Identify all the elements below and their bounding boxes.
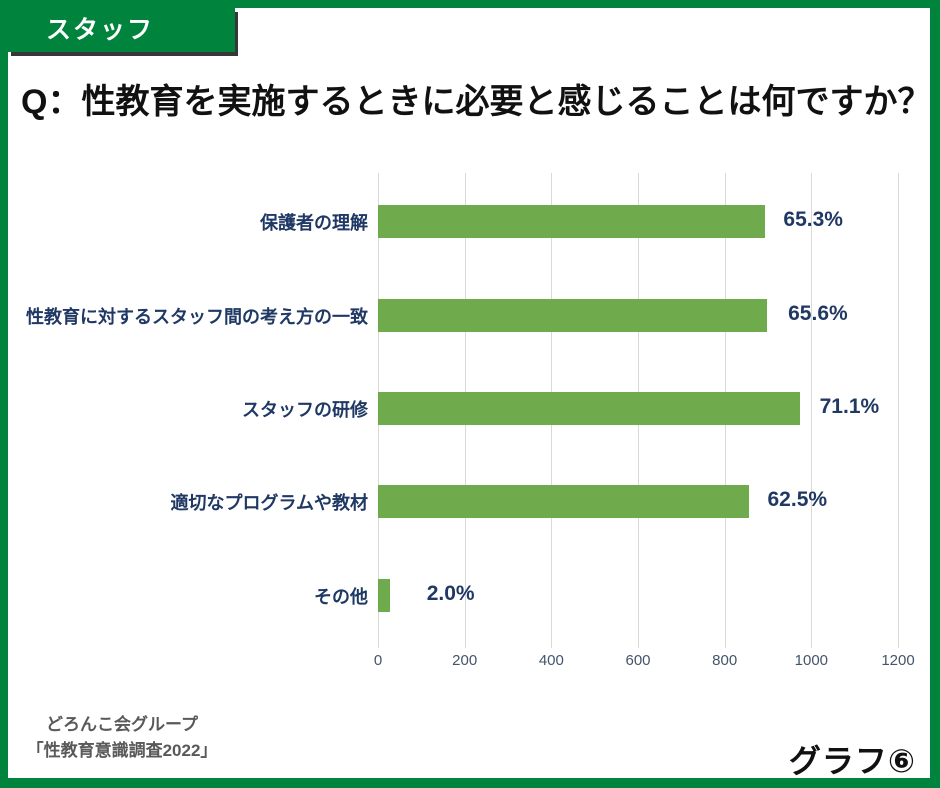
x-tick-label-600: 600 <box>625 652 651 669</box>
gridline-x-1000 <box>811 173 813 648</box>
category-badge-label: スタッフ <box>46 16 155 44</box>
category-label-1: 保護者の理解 <box>260 213 368 233</box>
source-line-1: どろんこ会グループ <box>46 715 198 734</box>
x-tick-label-200: 200 <box>452 652 478 669</box>
category-label-5: その他 <box>314 587 368 607</box>
bar-3 <box>378 391 800 425</box>
x-tick-label-800: 800 <box>712 652 738 669</box>
value-label-4: 62.5% <box>767 488 828 511</box>
source-attribution: どろんこ会グループ 「性教育意識調査2022」 <box>22 712 222 764</box>
category-badge: スタッフ <box>8 8 235 52</box>
value-label-1: 65.3% <box>783 208 843 231</box>
category-label-2: 性教育に対するスタッフ間の考え方の一致 <box>26 307 368 327</box>
x-tick-label-0: 0 <box>373 652 383 669</box>
x-tick-label-1000: 1000 <box>794 652 829 669</box>
bar-4 <box>378 484 749 518</box>
x-tick-label-400: 400 <box>538 652 564 669</box>
category-label-4: 適切なプログラムや教材 <box>170 493 368 513</box>
source-line-2: 「性教育意識調査2022」 <box>26 741 218 760</box>
x-tick-label-1200: 1200 <box>881 652 915 669</box>
category-label-3: スタッフの研修 <box>242 400 368 420</box>
bar-1 <box>378 204 766 238</box>
gridline-x-1200 <box>898 173 899 648</box>
bar-2 <box>378 298 768 332</box>
value-label-2: 65.6% <box>788 302 848 325</box>
value-label-3: 71.1% <box>819 395 880 418</box>
value-label-5: 2.0% <box>426 582 475 605</box>
question-title: Q：性教育を実施するときに必要と感じることは何ですか？ <box>21 83 932 121</box>
graph-number-label: グラフ⑥ <box>788 743 916 779</box>
bar-5 <box>378 578 390 612</box>
